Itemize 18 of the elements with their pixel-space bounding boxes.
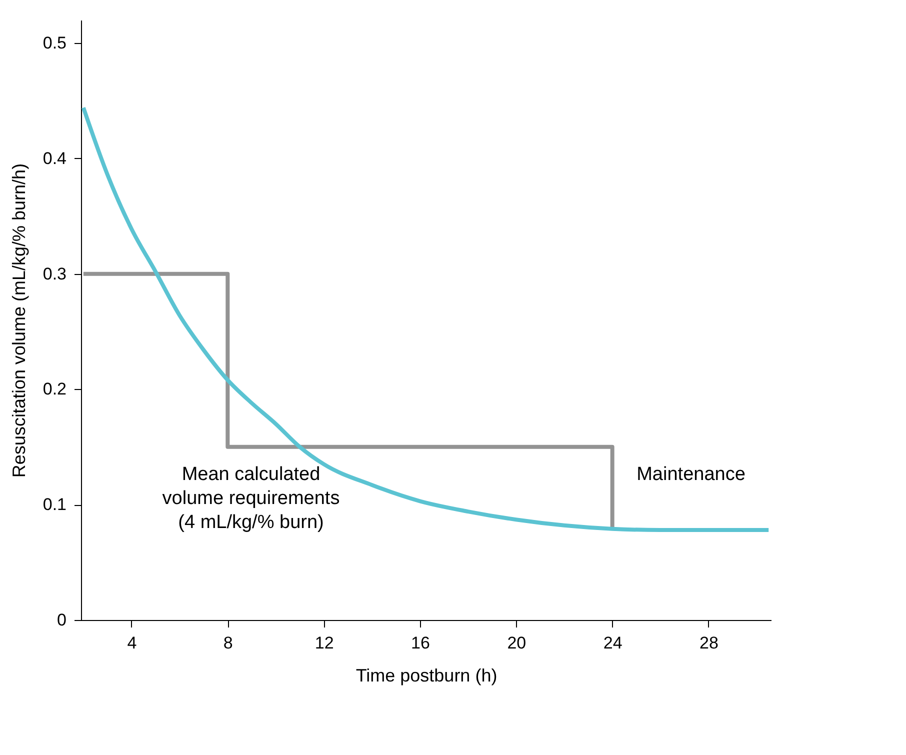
x-tick-label: 4 <box>127 634 137 652</box>
x-tick-label: 16 <box>411 634 430 652</box>
line-series <box>81 106 771 532</box>
x-tick-label: 12 <box>314 634 334 652</box>
y-tick-label: 0.4 <box>42 148 66 168</box>
y-axis-title: Resuscitation volume (mL/kg/% burn/h) <box>8 163 29 478</box>
x-tick-label: 8 <box>223 634 233 652</box>
y-tick-label: 0.5 <box>42 34 66 53</box>
x-tick-label: 24 <box>603 634 622 652</box>
y-tick-label: 0 <box>57 610 66 630</box>
x-tick-label: 28 <box>700 634 718 652</box>
y-tick-label: 0.3 <box>42 264 66 284</box>
annotation: Mean calculated volume requirements (4 mL/kg/% burn) <box>162 464 340 533</box>
annotation: Maintenance <box>636 464 746 485</box>
x-tick-label: 20 <box>507 634 526 652</box>
y-tick-label: 0.2 <box>42 380 66 399</box>
x-axis-title: Time postburn (h) <box>356 666 498 686</box>
y-tick-label: 0.1 <box>42 495 66 514</box>
